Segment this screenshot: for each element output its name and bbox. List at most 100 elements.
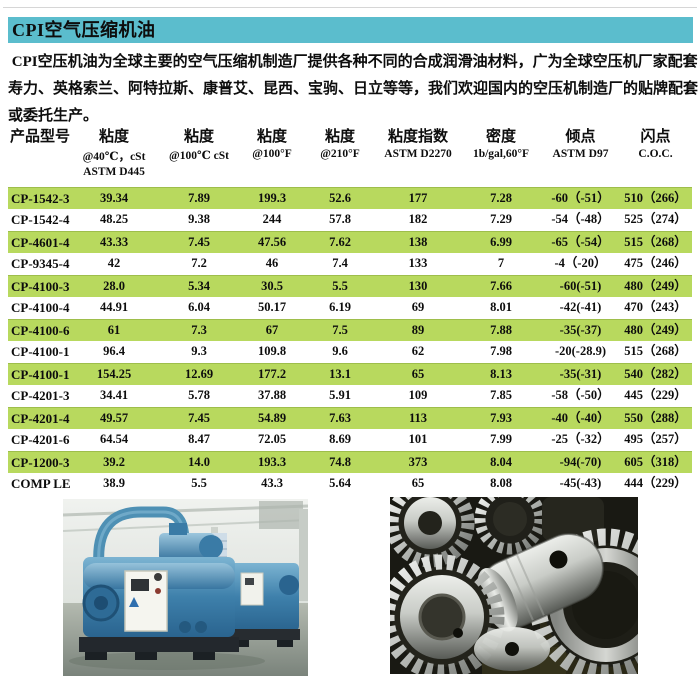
value-cell: 54.89 (257, 411, 287, 425)
value-cell: 57.8 (329, 212, 351, 226)
value-cell: 46 (265, 256, 279, 270)
column-header: 产品型号 (10, 129, 71, 145)
value-cell: 61 (107, 323, 121, 337)
product-model-cell: COMP LEANII (11, 476, 70, 491)
table-row: CP-4201-68 64.54 8.47 72.05 8.69 101 7.99 -25（-… (8, 429, 692, 451)
value-cell: 199.3 (257, 191, 287, 205)
value-cell: 445（229） (624, 388, 687, 402)
value-cell: 495（257） (624, 432, 687, 446)
value-cell: 9.38 (188, 212, 210, 226)
value-cell: -94(-70) (559, 455, 602, 469)
value-cell: 244 (262, 212, 282, 226)
value-cell: 109.8 (257, 344, 287, 358)
value-cell: 7.45 (188, 235, 210, 249)
value-cell: 14.0 (188, 455, 210, 469)
value-cell: 34.41 (99, 388, 129, 402)
value-cell: 49.57 (99, 411, 129, 425)
value-cell: 65 (411, 476, 425, 490)
value-cell: 50.17 (257, 300, 287, 314)
value-cell: 47.56 (257, 235, 287, 249)
table-row: CP-4601-46 43.33 7.45 47.56 7.62 138 6.99 -65（-… (8, 231, 692, 253)
value-cell: -35(-37) (559, 323, 602, 337)
product-model-cell: CP-9345-46 (11, 256, 70, 271)
value-cell: -58（-50） (551, 388, 610, 402)
product-model-cell: CP-1200-32 (11, 455, 70, 470)
value-cell: 5.78 (188, 388, 210, 402)
spec-table: 产品型号 粘度 @40℃，cSt ASTM D445 粘度 @100℃ cSt 粘度 @100… (8, 122, 692, 495)
compressor-illustration (63, 499, 308, 676)
column-header: 密度 1b/gal,60°F (472, 129, 530, 160)
value-cell: 444（229） (624, 476, 687, 490)
table-row: CP-9345-46 42 7.2 46 7.4 133 7 -4（-20） 475（246） (8, 253, 692, 275)
value-cell: 62 (411, 344, 425, 358)
value-cell: 7.5 (332, 323, 348, 337)
value-cell: 12.69 (184, 367, 214, 381)
value-cell: 515（268） (624, 344, 687, 358)
column-header: 粘度 @40℃，cSt ASTM D445 (82, 129, 146, 178)
value-cell: 470（243） (624, 300, 687, 314)
column-header: 闪点 C.O.C. (638, 129, 673, 160)
intro-line: 寿力、英格索兰、阿特拉斯、康普艾、昆西、宝驹、日立等等，我们欢迎国内的空压机制造… (8, 81, 699, 97)
intro-paragraph: CPI空压机油为全球主要的空气压缩机制造厂提供各种不同的合成润滑油材料，广为全球… (8, 49, 700, 130)
value-cell: 5.5 (191, 476, 207, 490)
value-cell: 475（246） (624, 256, 687, 270)
value-cell: 515（268） (624, 235, 687, 249)
value-cell: 8.47 (188, 432, 210, 446)
value-cell: 7.63 (329, 411, 351, 425)
page-title: CPI空气压缩机油 (8, 17, 693, 43)
value-cell: 9.6 (332, 344, 348, 358)
intro-line: 或委托生产。 (8, 108, 99, 124)
value-cell: 5.34 (188, 279, 210, 293)
gears-photo (390, 497, 638, 674)
value-cell: 8.04 (490, 455, 512, 469)
table-row: CP-4100-46 44.91 6.04 50.17 6.19 69 8.01 -42(-4… (8, 297, 692, 319)
value-cell: 89 (411, 323, 425, 337)
product-model-cell: CP-4601-46 (11, 235, 70, 250)
value-cell: 39.34 (99, 191, 129, 205)
value-cell: 7.28 (490, 191, 512, 205)
value-cell: 7.29 (490, 212, 512, 226)
value-cell: 6.19 (329, 300, 351, 314)
value-cell: 138 (408, 235, 428, 249)
product-model-cell: CP-4100-150 (11, 367, 70, 382)
table-row: CP-4100-150 154.25 12.69 177.2 13.1 65 8.13 -35… (8, 363, 692, 385)
product-model-cell: CP-4201-68 (11, 432, 70, 447)
value-cell: 7.85 (490, 388, 512, 402)
value-cell: -4（-20） (554, 256, 607, 270)
value-cell: 13.1 (329, 367, 351, 381)
value-cell: 510（266） (624, 191, 687, 205)
value-cell: 8.01 (490, 300, 512, 314)
value-cell: 43.33 (99, 235, 129, 249)
table-row: CP-4201-32 34.41 5.78 37.88 5.91 109 7.85 -58（-… (8, 385, 692, 407)
value-cell: 7.2 (191, 256, 207, 270)
value-cell: 8.13 (490, 367, 512, 381)
column-header: 粘度 @100°F (252, 129, 292, 160)
value-cell: 5.64 (329, 476, 351, 490)
value-cell: 28.0 (103, 279, 125, 293)
table-row: CP-4100-68 61 7.3 67 7.5 89 7.88 -35(-37) 480（24… (8, 319, 692, 341)
value-cell: -25（-32） (551, 432, 610, 446)
value-cell: 48.25 (99, 212, 129, 226)
value-cell: -40（-40） (551, 411, 610, 425)
value-cell: -35(-31) (559, 367, 602, 381)
table-header-row: 产品型号 粘度 @40℃，cSt ASTM D445 粘度 @100℃ cSt 粘度 @100… (8, 122, 692, 182)
compressor-photo (63, 499, 308, 676)
value-cell: 7.3 (191, 323, 207, 337)
value-cell: 43.3 (261, 476, 283, 490)
table-row: CP-4100-32 28.0 5.34 30.5 5.5 130 7.66 -60(-51)… (8, 275, 692, 297)
value-cell: 540（282） (624, 367, 687, 381)
intro-line: CPI空压机油为全球主要的空气压缩机制造厂提供各种不同的合成润滑油材料，广为全球… (8, 54, 700, 70)
value-cell: 37.88 (257, 388, 287, 402)
product-model-cell: CP-4201-46 (11, 411, 70, 426)
value-cell: 96.4 (103, 344, 125, 358)
value-cell: 8.69 (329, 432, 351, 446)
value-cell: 44.91 (99, 300, 129, 314)
value-cell: 39.2 (103, 455, 125, 469)
value-cell: 7 (497, 256, 505, 270)
value-cell: 480（249） (624, 279, 687, 293)
value-cell: 7.4 (332, 256, 348, 270)
table-row: CP-4100-100 96.4 9.3 109.8 9.6 62 7.98 -20(-28.… (8, 341, 692, 363)
value-cell: 177.2 (257, 367, 287, 381)
value-cell: 7.62 (329, 235, 351, 249)
